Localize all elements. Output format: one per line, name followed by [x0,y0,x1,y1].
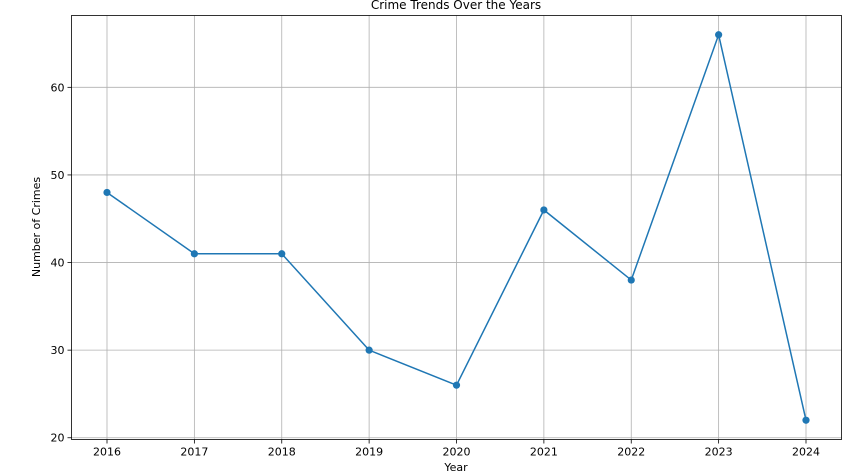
x-axis-label: Year [443,461,468,474]
grid-lines [71,15,842,440]
x-tick-label: 2017 [180,446,208,459]
y-tick-label: 50 [51,169,65,182]
chart-title: Crime Trends Over the Years [371,0,541,12]
x-tick-label: 2016 [93,446,121,459]
x-tick-label: 2020 [443,446,471,459]
y-tick-label: 60 [51,81,65,94]
x-tick-label: 2019 [355,446,383,459]
data-point [278,250,286,258]
data-point [365,346,373,354]
y-tick-label: 20 [51,432,65,445]
x-tick-label: 2022 [617,446,645,459]
data-point [103,188,111,197]
data-point [715,31,723,39]
data-point [190,250,198,258]
y-tick-label: 30 [51,344,65,357]
series-crimes [103,31,810,424]
data-point [627,276,635,284]
data-point [802,416,810,424]
data-point [452,381,461,389]
axis-ticks: 2016 2017 2018 2019 2020 2021 2022 2023 2024 20 30… [51,81,821,458]
x-tick-label: 2024 [792,446,820,459]
x-tick-label: 2018 [268,446,296,459]
x-tick-label: 2023 [705,446,733,459]
data-point [540,206,548,214]
y-axis-label: Number of Crimes [30,177,43,278]
y-tick-label: 40 [51,257,65,270]
x-tick-label: 2021 [530,446,558,459]
plot-frame [71,15,842,440]
